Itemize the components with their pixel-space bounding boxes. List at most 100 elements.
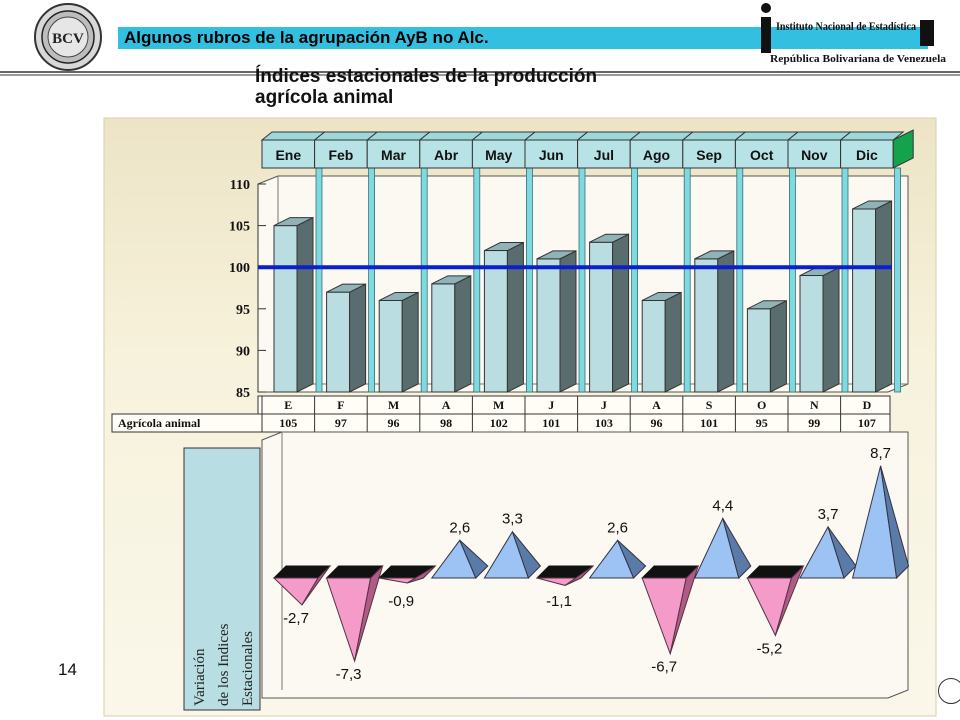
month-header-side [892, 129, 914, 169]
slide-nav-button[interactable] [938, 678, 960, 704]
bar-front [273, 225, 298, 393]
table-value: 95 [756, 416, 768, 430]
month-tab-face [787, 139, 842, 169]
bar-side [875, 200, 893, 393]
pyramid-side [354, 565, 384, 662]
variation-label: -0,9 [388, 593, 414, 610]
y-tick-label: 105 [229, 220, 250, 235]
bar-side [664, 291, 682, 393]
variation-label: -6,7 [651, 659, 677, 676]
ine-logo-line1: Instituto Nacional de Estadística [776, 19, 916, 33]
month-label: Dic [856, 147, 878, 163]
bar-front [589, 241, 614, 393]
bar [746, 299, 787, 393]
variation-label-box [183, 447, 261, 711]
month-label: Sep [696, 147, 722, 163]
pyramid-negative: -5,2 [746, 565, 805, 657]
month-tab-top [523, 131, 590, 141]
month-post [683, 167, 691, 393]
variation-label: -7,3 [336, 666, 362, 683]
bar-top [378, 291, 419, 301]
month-post [578, 167, 586, 393]
data-table: Agrícola animal E 105 F 97 M 96 A 98 M 102 J 101 J 10… [111, 395, 891, 433]
month-tab: Jul [576, 131, 642, 393]
bar-side [349, 283, 367, 393]
pyramid-side [827, 526, 857, 579]
variation-label: -5,2 [756, 640, 782, 657]
month-post [473, 167, 481, 393]
month-label: Feb [328, 147, 353, 163]
month-tab-face [629, 139, 684, 169]
month-tab: Feb [313, 131, 379, 393]
bar-top [852, 200, 892, 210]
month-label: May [485, 147, 512, 163]
slide-title-bar: Algunos rubros de la agrupación AyB no A… [118, 27, 928, 49]
table-month-letter: E [284, 398, 292, 412]
variation-label: -2,7 [283, 610, 309, 627]
variation-label: -1,1 [546, 593, 572, 610]
variation-label: 3,3 [502, 511, 523, 528]
pyramid-negative: -2,7 [272, 565, 332, 627]
month-tab-top [839, 131, 905, 141]
month-tab: Mar [365, 131, 432, 393]
pyramid-side [880, 465, 910, 580]
month-tab: Jun [523, 131, 590, 393]
month-label: Jul [594, 147, 614, 163]
month-tab-top [786, 131, 853, 141]
ine-logo: Instituto Nacional de Estadística Repúbl… [750, 0, 950, 66]
pyramid-positive: 3,7 [799, 506, 857, 579]
month-label: Ago [643, 147, 670, 163]
month-header: Ene Feb Mar Abr May Jun Jul Ago Sep Oct Nov Dic [260, 129, 914, 393]
table-month-letter: J [601, 398, 607, 412]
table-value: 96 [651, 416, 663, 430]
chart-panel: 85 90 95 100 105 110 Ene Feb Mar Abr May Jun Jul Ago… [103, 117, 937, 717]
table-month-letter: M [388, 398, 399, 412]
y-tick-label: 110 [230, 178, 250, 193]
month-tab-face [524, 139, 579, 169]
bar-top [589, 233, 629, 243]
bar [589, 233, 630, 393]
month-tab-face [419, 139, 473, 169]
bar-top [484, 242, 524, 252]
month-tab: Nov [786, 131, 853, 393]
chart-subtitle: Índices estacionales de la producción ag… [255, 66, 735, 108]
bar-front [536, 258, 561, 393]
y-tick-label: 100 [229, 261, 250, 276]
table-value: 107 [858, 416, 876, 430]
table-value: 97 [335, 416, 347, 430]
bar-side [296, 216, 314, 393]
table-row-label: Agrícola animal [118, 416, 201, 430]
y-axis: 85 90 95 100 105 110 [229, 178, 266, 401]
table-month-letter: J [548, 398, 554, 412]
pyramid-negative: -7,3 [325, 565, 384, 683]
variation-label: 8,7 [870, 445, 891, 462]
table-value: 101 [700, 416, 718, 430]
bar-top [641, 291, 682, 301]
pyramid-side [669, 565, 699, 654]
table-value: 98 [440, 416, 452, 430]
bar-front [852, 208, 877, 393]
month-tab: Sep [681, 131, 747, 393]
month-post [368, 167, 376, 393]
pyramid-positive: 2,6 [430, 519, 489, 579]
month-tab-top [576, 131, 642, 141]
ine-logo-line2: República Bolivariana de Venezuela [770, 53, 947, 65]
month-tab-top [418, 131, 484, 141]
month-post [526, 167, 533, 393]
variation-label: 3,7 [818, 506, 839, 523]
month-tab-face [577, 139, 631, 169]
bar [799, 266, 840, 393]
bar [483, 241, 524, 393]
table-month-letter: N [810, 398, 819, 412]
header-divider [0, 71, 960, 76]
bar-front [483, 250, 508, 393]
bar [273, 216, 314, 393]
month-tab-face [734, 139, 789, 169]
month-tab-face [471, 139, 526, 169]
pyramid-positive: 3,3 [483, 511, 542, 579]
pyramid-side [459, 539, 489, 579]
pyramids-layer: -2,7 -7,3 -0,9 2,6 3,3 -1,1 2,6 -6,7 4,4 -5,2 3,7 8… [272, 445, 910, 683]
pyramid-side [406, 565, 436, 584]
month-tab-top [733, 131, 800, 141]
bar-top [694, 250, 735, 260]
